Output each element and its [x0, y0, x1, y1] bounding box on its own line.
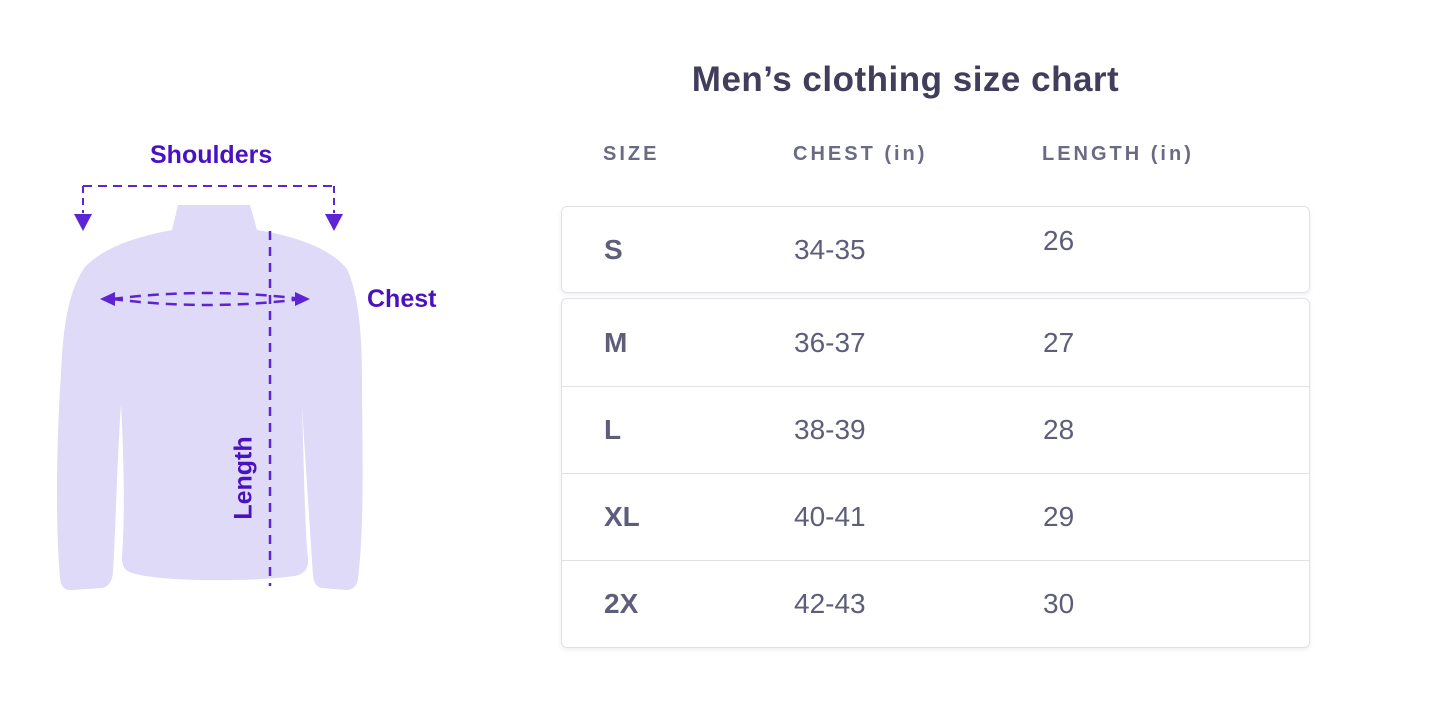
chest-label: Chest: [367, 285, 437, 313]
page-title: Men’s clothing size chart: [691, 60, 1120, 99]
length-cell: 26: [1043, 224, 1075, 256]
length-cell: 29: [1043, 501, 1075, 532]
size-cell: S: [604, 233, 623, 265]
shirt-measurement-diagram: Shoulders Chest Length: [0, 0, 470, 680]
shoulders-measure-line: [82, 185, 335, 213]
column-header-size: SIZE: [603, 142, 660, 165]
length-cell: 28: [1043, 414, 1075, 445]
shoulders-label: Shoulders: [150, 141, 273, 169]
chest-cell: 34-35: [794, 233, 866, 265]
size-cell: 2X: [604, 588, 639, 619]
table-row: M 36-37 27: [562, 299, 1309, 386]
chest-cell: 36-37: [794, 326, 866, 358]
table-row: XL 40-41 29: [562, 473, 1309, 560]
length-label: Length: [229, 436, 258, 520]
shirt-shape: [57, 205, 363, 591]
shoulders-arrow-right-icon: [325, 214, 343, 231]
chest-arrow-left-icon: [100, 292, 115, 306]
column-header-chest: CHEST (in): [793, 142, 928, 165]
table-row: 2X 42-43 30: [562, 560, 1309, 647]
chest-cell: 42-43: [794, 588, 866, 619]
size-cell: L: [604, 414, 622, 445]
shirt-illustration: [57, 185, 363, 591]
chest-cell: 38-39: [794, 414, 866, 445]
length-cell: 30: [1043, 588, 1075, 619]
table-row: S 34-35 26: [562, 207, 1309, 292]
table-card-rest: M 36-37 27 L 38-39 28 XL 40-41 29 2X 42-…: [561, 298, 1310, 648]
length-cell: 27: [1043, 326, 1075, 358]
column-header-length: LENGTH (in): [1042, 142, 1194, 165]
shoulders-arrow-left-icon: [74, 214, 92, 231]
chest-measure-ellipse: [111, 291, 303, 307]
chest-cell: 40-41: [794, 501, 866, 532]
table-card-first: S 34-35 26: [561, 206, 1310, 293]
size-cell: M: [604, 326, 628, 358]
chest-arrow-right-icon: [295, 292, 310, 306]
size-chart-panel: Men’s clothing size chart SIZE CHEST (in…: [561, 60, 1310, 680]
table-row: L 38-39 28: [562, 386, 1309, 473]
size-cell: XL: [604, 501, 640, 532]
table-header: SIZE CHEST (in) LENGTH (in): [561, 140, 1310, 168]
